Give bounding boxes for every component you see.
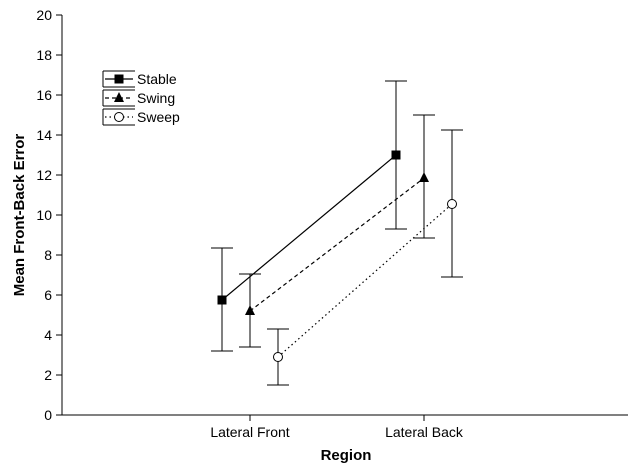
- series-layer: [211, 80, 463, 386]
- legend-marker: [114, 92, 124, 102]
- series-line: [221, 154, 397, 301]
- legend-item-sweep: Sweep: [102, 108, 180, 126]
- series-sweep: [267, 129, 463, 386]
- series-line: [249, 177, 425, 312]
- data-point: [419, 172, 429, 182]
- y-tick-label: 0: [44, 407, 52, 423]
- x-tick-label: Lateral Front: [210, 424, 289, 440]
- data-point: [217, 295, 227, 305]
- y-tick-label: 20: [36, 7, 52, 23]
- data-point: [447, 199, 457, 209]
- data-point: [273, 352, 283, 362]
- legend-label: Stable: [137, 71, 177, 87]
- legend-label: Swing: [137, 90, 175, 106]
- y-tick-label: 2: [44, 367, 52, 383]
- legend-item-stable: Stable: [102, 70, 177, 88]
- y-tick-label: 12: [36, 167, 52, 183]
- y-tick-label: 16: [36, 87, 52, 103]
- legend-marker: [114, 112, 124, 122]
- data-point: [245, 305, 255, 315]
- data-point: [391, 150, 401, 160]
- legend-marker: [114, 74, 124, 84]
- y-axis-ticks: 0 2 4 6 8 10 12 14 16 18 20: [36, 7, 62, 423]
- x-axis-title: Region: [321, 447, 372, 464]
- series-stable: [211, 80, 407, 352]
- y-axis-title: Mean Front-Back Error: [11, 134, 28, 297]
- y-tick-label: 4: [44, 327, 52, 343]
- y-tick-label: 14: [36, 127, 52, 143]
- y-tick-label: 18: [36, 47, 52, 63]
- series-line: [277, 203, 453, 358]
- y-tick-label: 8: [44, 247, 52, 263]
- legend-item-swing: Swing: [102, 89, 175, 107]
- series-swing: [239, 114, 435, 348]
- legend-label: Sweep: [137, 109, 180, 125]
- y-tick-label: 10: [36, 207, 52, 223]
- legend: Stable Swing Sweep: [102, 70, 180, 126]
- x-axis-ticks: Lateral Front Lateral Back: [210, 415, 464, 440]
- y-tick-label: 6: [44, 287, 52, 303]
- x-tick-label: Lateral Back: [385, 424, 464, 440]
